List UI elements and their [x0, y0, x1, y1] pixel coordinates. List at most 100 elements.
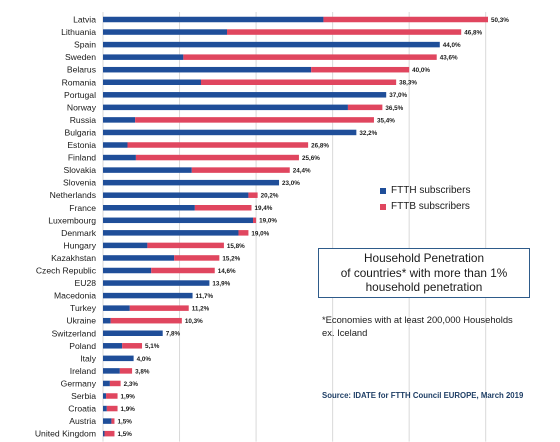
- bar-ftth-spain: [103, 41, 440, 48]
- value-label-netherlands: 20,2%: [261, 193, 279, 200]
- footnote: *Economies with at least 200,000 Househo…: [322, 313, 547, 339]
- category-label-slovakia: Slovakia: [64, 165, 97, 175]
- bar-ftth-latvia: [103, 16, 324, 23]
- category-label-macedonia: Macedonia: [54, 291, 96, 301]
- bar-fttb-hungary: [147, 242, 224, 249]
- bar-fttb-united-kingdom: [104, 430, 115, 437]
- bar-ftth-belarus: [103, 66, 312, 73]
- category-label-bulgaria: Bulgaria: [64, 127, 96, 137]
- category-label-denmark: Denmark: [61, 228, 97, 238]
- value-label-eu28: 13,9%: [212, 280, 230, 287]
- bar-ftth-macedonia: [103, 292, 193, 299]
- category-label-spain: Spain: [74, 40, 96, 50]
- bar-ftth-united-kingdom: [103, 430, 105, 437]
- grid-lines: [102, 12, 487, 442]
- legend-swatch-fttb: [380, 204, 386, 210]
- category-label-lithuania: Lithuania: [61, 27, 96, 37]
- bar-ftth-ireland: [103, 368, 120, 374]
- category-label-sweden: Sweden: [65, 52, 96, 62]
- bar-ftth-austria: [103, 418, 112, 424]
- bar-fttb-belarus: [311, 66, 410, 73]
- category-label-turkey: Turkey: [70, 303, 97, 313]
- bar-ftth-sweden: [103, 54, 184, 60]
- value-label-germany: 2,3%: [124, 381, 139, 388]
- bar-fttb-sweden: [183, 54, 437, 60]
- category-label-latvia: Latvia: [73, 15, 96, 25]
- bar-ftth-germany: [103, 380, 110, 387]
- bar-ftth-kazakhstan: [103, 255, 175, 261]
- bar-fttb-finland: [135, 154, 299, 161]
- bar-ftth-lithuania: [103, 29, 227, 35]
- category-label-netherlands: Netherlands: [50, 190, 96, 200]
- legend-label-ftth: FTTH subscribers: [391, 185, 471, 196]
- value-label-czech-republic: 14,6%: [218, 268, 236, 275]
- bar-fttb-czech-republic: [151, 267, 215, 274]
- value-label-switzerland: 7,8%: [166, 331, 181, 338]
- value-label-macedonia: 11,7%: [196, 293, 214, 300]
- category-label-romania: Romania: [62, 77, 97, 87]
- value-label-spain: 44,0%: [443, 42, 461, 49]
- legend-item-ftth: FTTH subscribers: [380, 183, 470, 199]
- bar-ftth-finland: [103, 154, 136, 161]
- bar-fttb-netherlands: [248, 192, 258, 198]
- value-label-finland: 25,6%: [302, 155, 320, 162]
- category-label-russia: Russia: [70, 115, 96, 125]
- value-label-bulgaria: 32,2%: [359, 130, 377, 137]
- category-label-ireland: Ireland: [70, 366, 96, 376]
- value-label-sweden: 43,6%: [440, 55, 458, 62]
- bar-ftth-luxembourg: [103, 217, 254, 224]
- bar-ftth-slovakia: [103, 167, 192, 173]
- bar-fttb-romania: [200, 79, 397, 85]
- value-label-portugal: 37,0%: [389, 92, 407, 99]
- bar-fttb-kazakhstan: [174, 255, 220, 261]
- bar-fttb-ireland: [119, 368, 133, 374]
- bar-fttb-germany: [109, 380, 121, 387]
- value-label-italy: 4,0%: [137, 356, 152, 363]
- bar-ftth-turkey: [103, 305, 130, 311]
- bar-fttb-austria: [111, 418, 115, 424]
- bar-ftth-romania: [103, 79, 201, 85]
- category-label-belarus: Belarus: [67, 65, 96, 75]
- source-note: Source: IDATE for FTTH Council EUROPE, M…: [322, 391, 524, 400]
- category-label-croatia: Croatia: [68, 404, 96, 414]
- bar-ftth-france: [103, 205, 195, 211]
- category-label-portugal: Portugal: [64, 90, 96, 100]
- bar-ftth-croatia: [103, 405, 107, 412]
- value-label-norway: 36,5%: [385, 105, 403, 112]
- legend-swatch-ftth: [380, 188, 386, 194]
- category-label-eu28: EU28: [75, 278, 97, 288]
- bar-ftth-netherlands: [103, 192, 249, 198]
- value-label-serbia: 1,9%: [121, 393, 136, 400]
- bar-ftth-slovenia: [103, 179, 280, 186]
- bar-ftth-bulgaria: [103, 129, 357, 136]
- category-label-serbia: Serbia: [71, 391, 96, 401]
- category-label-italy: Italy: [80, 353, 96, 363]
- bar-fttb-turkey: [129, 305, 189, 311]
- bar-ftth-switzerland: [103, 330, 163, 336]
- value-label-lithuania: 46,8%: [464, 29, 482, 36]
- category-label-france: France: [69, 203, 96, 213]
- chart-title-line-1: Household Penetration: [363, 251, 485, 266]
- value-label-belarus: 40,0%: [412, 67, 430, 74]
- chart-title-box: Household Penetration of countries* with…: [318, 248, 530, 298]
- legend: FTTH subscribers FTTB subscribers: [380, 183, 470, 215]
- legend-label-fttb: FTTB subscribers: [391, 201, 470, 212]
- category-label-united-kingdom: United Kingdom: [35, 429, 96, 439]
- category-label-hungary: Hungary: [64, 240, 97, 250]
- value-label-united-kingdom: 1,5%: [117, 431, 132, 438]
- value-label-kazakhstan: 15,2%: [222, 255, 240, 262]
- bar-ftth-hungary: [103, 242, 148, 249]
- category-label-poland: Poland: [69, 341, 96, 351]
- value-label-turkey: 11,2%: [192, 306, 210, 313]
- category-label-estonia: Estonia: [67, 140, 96, 150]
- bar-fttb-france: [194, 205, 252, 211]
- labels-group: Latvia 50,3% Lithuania 46,8% Spain 44,0% Swede…: [35, 15, 509, 439]
- bar-fttb-russia: [135, 117, 374, 123]
- bar-fttb-serbia: [106, 393, 118, 399]
- bars-group: [103, 16, 488, 437]
- bar-ftth-portugal: [103, 92, 387, 98]
- bar-ftth-czech-republic: [103, 267, 152, 274]
- category-label-finland: Finland: [68, 153, 96, 163]
- bar-fttb-luxembourg: [253, 217, 257, 224]
- bar-ftth-denmark: [103, 230, 239, 236]
